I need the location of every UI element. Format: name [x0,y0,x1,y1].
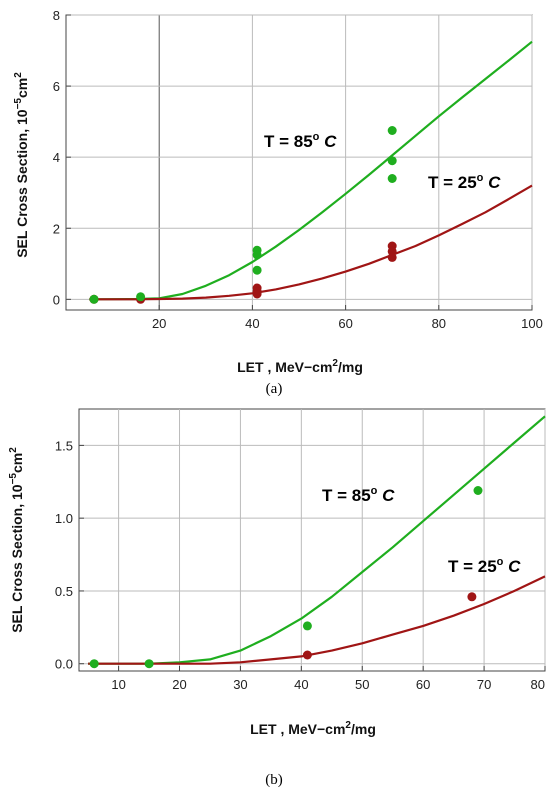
y-tick-label: 4 [53,150,60,165]
panel-a-tick-labels: 20 40 60 80 100 0 2 4 6 8 [53,8,543,331]
data-point-series-1 [467,592,477,602]
x-tick-label: 60 [416,677,430,692]
fit-curve-series-1 [89,184,533,301]
x-tick-label: 10 [111,677,125,692]
x-tick-label: 30 [233,677,247,692]
x-tick-label: 50 [355,677,369,692]
panel-b-annotation-25c: T = 25o C [448,556,521,576]
x-tick-label: 20 [172,677,186,692]
y-tick-label: 0.5 [55,584,73,599]
x-tick-label: 80 [432,316,446,331]
panel-b-fit-curves [88,415,546,665]
data-point-series-0 [144,659,154,669]
panel-a-data-points [89,126,397,304]
data-point-series-0 [473,486,483,495]
panel-b-x-axis-label: LET , MeV−cm2/mg [250,720,376,737]
data-point-series-0 [136,292,146,302]
y-tick-label: 8 [53,8,60,23]
panel-b-annotation-85c: T = 85o C [322,485,395,505]
data-point-series-0 [387,126,397,135]
fit-curve-series-1 [88,575,546,665]
data-point-series-1 [387,252,397,262]
x-tick-label: 70 [477,677,491,692]
panel-a-plot-area [65,14,533,311]
data-point-series-0 [387,156,397,166]
panel-a: 20 40 60 80 100 0 2 4 6 8 SEL Cross Section, 10−5… [13,8,543,397]
panel-b-tick-labels: 10 20 30 40 50 60 70 80 0.0 0.5 1.0 1.5 [55,438,545,692]
x-tick-label: 60 [338,316,352,331]
panel-b-grid [79,409,546,671]
data-point-series-1 [252,289,262,299]
x-tick-label: 100 [521,316,543,331]
y-tick-label: 2 [53,221,60,236]
y-tick-label: 0.0 [55,657,73,672]
x-tick-label: 40 [294,677,308,692]
data-point-series-0 [302,621,312,631]
y-tick-label: 1.5 [55,438,73,453]
data-point-series-0 [387,174,397,183]
data-point-series-1 [302,650,312,660]
data-point-series-0 [252,265,262,275]
panel-b-data-points [89,486,483,669]
x-tick-label: 80 [531,677,545,692]
data-point-series-0 [89,294,99,304]
panel-a-x-axis-label: LET , MeV−cm2/mg [237,358,363,375]
panel-b-plot-area [78,408,546,672]
panel-a-fit-curves [89,40,533,301]
y-tick-label: 0 [53,292,60,307]
data-point-series-0 [252,250,262,260]
x-tick-label: 20 [152,316,166,331]
data-point-series-0 [89,659,99,669]
panel-a-annotation-85c: T = 85o C [264,131,337,151]
fit-curve-series-0 [89,40,533,301]
panel-b-y-axis-label: SEL Cross Section, 10−5cm2 [8,447,25,633]
panel-b: 10 20 30 40 50 60 70 80 0.0 0.5 1.0 1.5 SEL Cross S… [8,408,546,788]
panel-a-caption: (a) [266,381,283,397]
panel-a-y-axis-label: SEL Cross Section, 10−5cm2 [13,72,30,258]
panel-a-annotation-25c: T = 25o C [428,172,501,192]
y-tick-label: 6 [53,79,60,94]
y-tick-label: 1.0 [55,511,73,526]
panel-b-caption: (b) [265,772,283,788]
x-tick-label: 40 [245,316,259,331]
